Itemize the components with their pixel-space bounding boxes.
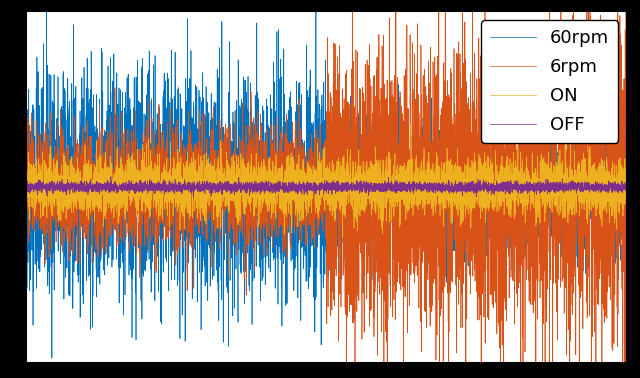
6rpm <box>248 136 256 141</box>
OFF <box>22 184 29 189</box>
OFF <box>107 175 115 179</box>
60rpm <box>168 165 175 169</box>
ON <box>22 168 29 173</box>
60rpm <box>48 356 56 360</box>
ON <box>339 236 346 240</box>
ON <box>619 178 627 182</box>
ON <box>248 186 256 191</box>
Line: ON: ON <box>26 124 627 238</box>
60rpm <box>619 159 627 164</box>
60rpm <box>164 76 172 81</box>
6rpm <box>161 195 169 199</box>
60rpm <box>161 204 169 209</box>
ON <box>164 172 172 177</box>
OFF <box>161 187 169 192</box>
OFF <box>189 195 197 200</box>
Line: 60rpm: 60rpm <box>26 0 627 358</box>
OFF <box>164 183 172 188</box>
ON <box>407 122 415 126</box>
60rpm <box>248 120 256 124</box>
60rpm <box>22 159 29 163</box>
60rpm <box>291 153 299 157</box>
6rpm <box>22 216 29 221</box>
60rpm <box>623 222 631 226</box>
ON <box>168 197 175 201</box>
OFF <box>619 191 627 195</box>
OFF <box>168 184 175 188</box>
ON <box>623 170 631 175</box>
Line: 6rpm: 6rpm <box>26 0 627 378</box>
6rpm <box>291 127 299 132</box>
OFF <box>623 183 631 188</box>
OFF <box>249 191 257 195</box>
ON <box>291 168 299 172</box>
6rpm <box>164 170 172 174</box>
ON <box>161 199 169 204</box>
6rpm <box>623 251 631 256</box>
OFF <box>292 184 300 189</box>
6rpm <box>168 211 175 215</box>
Line: OFF: OFF <box>26 177 627 197</box>
Legend: 60rpm, 6rpm, ON, OFF: 60rpm, 6rpm, ON, OFF <box>481 20 618 143</box>
